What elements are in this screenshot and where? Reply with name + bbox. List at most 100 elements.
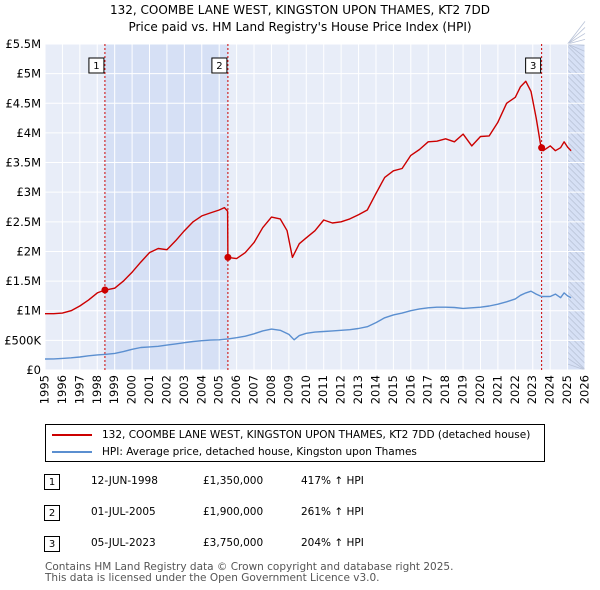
sale-price: £1,900,000 <box>203 506 264 518</box>
sale-label-box <box>211 57 228 74</box>
sale-label-number: 1 <box>93 61 99 72</box>
x-tick-label: 2004 <box>194 375 208 404</box>
x-tick-label: 2014 <box>368 375 382 404</box>
sale-label-box <box>88 57 105 74</box>
legend-swatch-hpi <box>52 451 92 453</box>
y-tick-label: £2M <box>16 244 41 258</box>
forecast-hatch <box>567 111 586 130</box>
chart-title: 132, COOMBE LANE WEST, KINGSTON UPON THA… <box>109 3 491 17</box>
forecast-hatch <box>567 267 586 286</box>
chart-subtitle: Price paid vs. HM Land Registry's House … <box>128 20 472 34</box>
sale-number-badge: 2 <box>44 505 60 521</box>
x-tick-label: 2003 <box>177 375 191 404</box>
forecast-hatch <box>567 345 586 364</box>
sale-price: £1,350,000 <box>203 475 264 487</box>
x-tick-label: 1995 <box>38 375 52 404</box>
forecast-hatch <box>567 237 586 256</box>
sale-label-number: 2 <box>216 61 222 72</box>
forecast-hatch <box>567 75 586 94</box>
forecast-hatch <box>567 363 586 371</box>
price-chart: 1 2 3 £0 £500K £1M £1.5M £2M £2.5M £3M £3.5M £4M £4… <box>4 21 592 404</box>
forecast-hatch <box>567 33 586 45</box>
x-tick-label: 2022 <box>508 375 522 404</box>
forecast-hatch <box>567 327 586 346</box>
forecast-hatch <box>567 63 586 82</box>
y-tick-label: £1M <box>16 304 41 318</box>
sale-hpi-change: 417% ↑ HPI <box>301 475 364 487</box>
property-price-line <box>45 80 572 315</box>
x-tick-label: 2021 <box>490 375 504 404</box>
y-tick-label: £5M <box>16 67 41 81</box>
x-tick-label: 2012 <box>334 375 348 404</box>
forecast-hatch <box>567 273 586 292</box>
x-tick-label: 2025 <box>560 375 574 404</box>
sale-label-box <box>525 57 542 74</box>
forecast-hatch <box>567 69 586 88</box>
footer-licence: This data is licensed under the Open Gov… <box>45 572 380 584</box>
forecast-hatch <box>567 183 586 202</box>
sale-number-badge: 1 <box>44 474 60 490</box>
x-tick-label: 2001 <box>142 375 156 404</box>
forecast-hatch <box>567 43 586 52</box>
sale-date: 01-JUL-2005 <box>91 506 156 518</box>
x-tick-label: 2023 <box>525 375 539 404</box>
y-tick-label: £3.5M <box>5 156 41 170</box>
y-tick-label: £500K <box>4 333 41 347</box>
y-tick-label: £1.5M <box>5 274 41 288</box>
forecast-hatch <box>567 357 586 371</box>
x-tick-label: 1998 <box>90 375 104 404</box>
x-tick-label: 2018 <box>438 375 452 404</box>
x-tick-label: 2019 <box>456 375 470 404</box>
y-tick-label: £3M <box>16 185 41 199</box>
x-tick-label: 1997 <box>72 375 86 404</box>
forecast-hatch <box>567 333 586 352</box>
y-tick-label: £4.5M <box>5 96 41 110</box>
forecast-hatch <box>567 81 586 100</box>
shaded-period <box>567 44 585 370</box>
sale-point <box>101 286 109 294</box>
forecast-hatch <box>567 315 586 334</box>
x-tick-label: 2007 <box>247 375 261 404</box>
x-tick-label: 2008 <box>264 375 278 404</box>
sale-date: 05-JUL-2023 <box>91 537 156 549</box>
x-tick-label: 2026 <box>578 375 592 404</box>
legend-label-hpi: HPI: Average price, detached house, King… <box>102 446 417 458</box>
legend: 132, COOMBE LANE WEST, KINGSTON UPON THA… <box>45 424 545 462</box>
legend-item-hpi: HPI: Average price, detached house, King… <box>52 444 417 460</box>
forecast-hatch <box>567 93 586 112</box>
x-tick-label: 2006 <box>229 375 243 404</box>
forecast-hatch <box>567 261 586 280</box>
forecast-hatch <box>567 243 586 262</box>
sale-point <box>224 253 232 261</box>
forecast-hatch <box>567 279 586 298</box>
x-tick-label: 2005 <box>212 375 226 404</box>
forecast-hatch <box>567 45 586 64</box>
forecast-hatch <box>567 43 586 58</box>
y-tick-label: £0 <box>26 363 41 377</box>
y-tick-label: £5.5M <box>5 37 41 51</box>
sale-number-badge: 3 <box>44 536 60 552</box>
forecast-hatch <box>567 195 586 214</box>
x-tick-label: 2000 <box>125 375 139 404</box>
forecast-hatch <box>567 291 586 310</box>
shaded-period <box>104 44 228 370</box>
x-tick-label: 2009 <box>281 375 295 404</box>
forecast-hatch <box>567 249 586 268</box>
x-tick-label: 2015 <box>386 375 400 404</box>
x-tick-label: 1996 <box>55 375 69 404</box>
x-tick-label: 2020 <box>473 375 487 404</box>
forecast-hatch <box>567 87 586 106</box>
x-tick-label: 2010 <box>299 375 313 404</box>
forecast-hatch <box>567 231 586 250</box>
forecast-hatch <box>567 135 586 154</box>
x-tick-label: 2017 <box>421 375 435 404</box>
x-tick-label: 1999 <box>107 375 121 404</box>
sale-date: 12-JUN-1998 <box>91 475 158 487</box>
sale-label-number: 3 <box>530 61 536 72</box>
forecast-hatch <box>567 339 586 358</box>
legend-item-property: 132, COOMBE LANE WEST, KINGSTON UPON THA… <box>52 427 530 443</box>
forecast-hatch <box>567 285 586 304</box>
forecast-hatch <box>567 21 586 45</box>
forecast-hatch <box>567 51 586 70</box>
legend-swatch-property <box>52 434 92 436</box>
